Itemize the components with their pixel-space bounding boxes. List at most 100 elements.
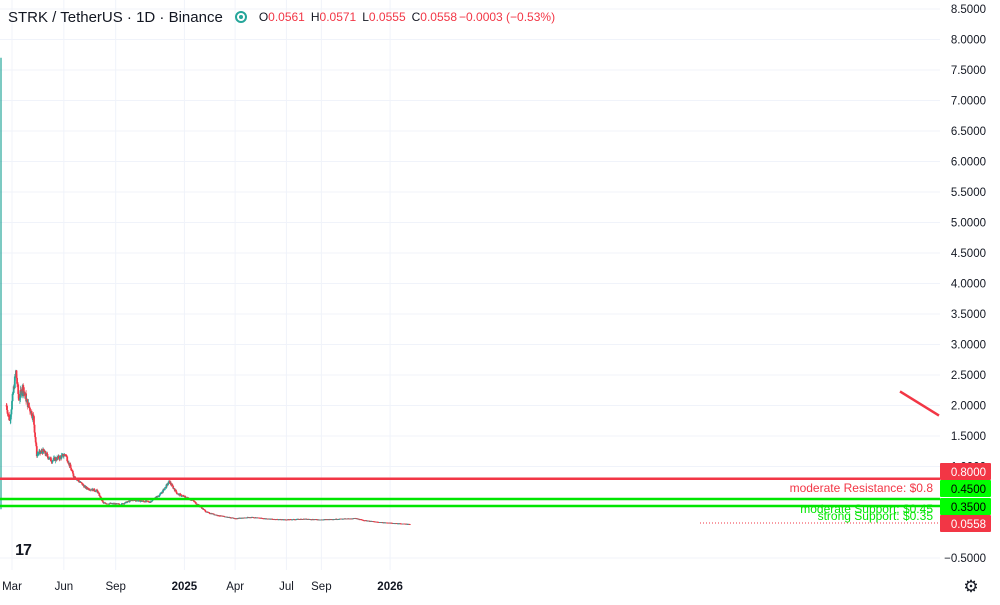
candle-body bbox=[29, 408, 31, 412]
candle-body bbox=[246, 517, 248, 519]
candle-body bbox=[81, 483, 84, 486]
tradingview-logo-icon[interactable]: 17 bbox=[15, 542, 32, 559]
candle-up bbox=[165, 484, 168, 489]
candle-body bbox=[102, 501, 105, 504]
candle-body bbox=[87, 488, 90, 490]
candle-body bbox=[126, 501, 128, 503]
price-badge-bg bbox=[940, 463, 991, 480]
candle-body bbox=[160, 493, 163, 494]
candle-body bbox=[39, 452, 42, 453]
candle-up bbox=[25, 395, 28, 403]
candle-body bbox=[368, 520, 371, 522]
candle-body bbox=[175, 491, 178, 494]
y-tick-label: 6.5000 bbox=[951, 126, 986, 138]
candle-up bbox=[38, 449, 40, 456]
candle-body bbox=[18, 397, 21, 400]
candle-body bbox=[175, 489, 177, 492]
candle-body bbox=[161, 492, 164, 494]
symbol-title[interactable]: STRK / TetherUS · 1D · Binance bbox=[8, 8, 223, 26]
candle-body bbox=[26, 399, 29, 401]
candle-body bbox=[105, 503, 108, 505]
candle-body bbox=[142, 501, 145, 502]
candle-down bbox=[8, 411, 11, 421]
candle-down bbox=[208, 511, 211, 514]
candle-body bbox=[15, 370, 18, 378]
candle-body bbox=[14, 375, 17, 377]
candle-body bbox=[64, 454, 67, 456]
candle-body bbox=[56, 457, 58, 461]
candle-body bbox=[146, 500, 149, 502]
candle-down bbox=[33, 424, 36, 434]
gear-icon[interactable]: ⚙ bbox=[963, 577, 979, 596]
x-tick-label: Mar bbox=[2, 581, 22, 593]
candle-body bbox=[96, 489, 98, 491]
candle-body bbox=[162, 490, 164, 493]
candle-body bbox=[31, 414, 34, 419]
candle-body bbox=[13, 376, 16, 388]
candle-body bbox=[37, 453, 40, 455]
candle-body bbox=[93, 488, 96, 491]
time-axis: Mar Jun Sep 2025 Apr Jul Sep 2026 bbox=[2, 581, 403, 593]
candle-up bbox=[163, 488, 166, 491]
candle-up bbox=[56, 455, 58, 461]
candle-body bbox=[34, 432, 37, 438]
candle-body bbox=[86, 486, 88, 489]
candle-body bbox=[139, 499, 141, 502]
candle-body bbox=[49, 457, 52, 461]
y-tick-label: 5.5000 bbox=[951, 187, 986, 199]
candle-body bbox=[118, 504, 121, 506]
candle-body bbox=[11, 401, 13, 410]
candle-body bbox=[21, 391, 24, 395]
x-tick-label: 2025 bbox=[172, 581, 198, 593]
price-badge-label: 0.4500 bbox=[951, 484, 986, 496]
y-tick-label: 2.5000 bbox=[951, 370, 986, 382]
price-badge: 0.3500 bbox=[940, 498, 991, 515]
y-tick-label: 3.0000 bbox=[951, 340, 986, 352]
candle-body bbox=[18, 399, 21, 401]
candle-body bbox=[62, 454, 65, 457]
candle-down bbox=[66, 459, 69, 463]
candle-down bbox=[171, 483, 174, 487]
candle-body bbox=[137, 500, 140, 502]
candle-body bbox=[60, 455, 63, 459]
candle-body bbox=[124, 502, 127, 504]
candle-body bbox=[10, 409, 13, 415]
candle-body bbox=[95, 490, 97, 492]
candle-down bbox=[72, 473, 75, 478]
candle-body bbox=[8, 414, 11, 421]
candle-body bbox=[123, 503, 126, 504]
candle-body bbox=[40, 450, 43, 453]
candle-body bbox=[51, 460, 54, 463]
candle-body bbox=[134, 500, 137, 501]
candle-down bbox=[204, 510, 207, 513]
candle-body bbox=[150, 501, 153, 502]
candle-body bbox=[184, 496, 187, 498]
open-value: O0.0561 bbox=[258, 10, 305, 24]
candle-body bbox=[142, 500, 145, 502]
candle-body bbox=[171, 484, 174, 487]
candle-down bbox=[71, 469, 74, 472]
candle-body bbox=[98, 493, 101, 496]
candle-body bbox=[22, 385, 25, 394]
candle-body bbox=[46, 453, 48, 455]
candle-up bbox=[19, 385, 22, 402]
candle-body bbox=[219, 515, 221, 517]
candle-down bbox=[176, 492, 179, 494]
candle-body bbox=[33, 416, 35, 425]
candle-down bbox=[17, 391, 20, 402]
candle-body bbox=[52, 457, 55, 460]
candle-down bbox=[65, 454, 68, 457]
y-tick-label: 6.0000 bbox=[951, 157, 986, 169]
candle-body bbox=[168, 480, 171, 484]
candle-body bbox=[8, 420, 11, 421]
candle-body bbox=[139, 500, 142, 502]
candle-body bbox=[30, 411, 33, 417]
candle-up bbox=[11, 399, 13, 411]
candle-down bbox=[96, 488, 98, 491]
candle-body bbox=[167, 481, 170, 484]
price-badge-bg bbox=[940, 480, 991, 497]
candle-body bbox=[194, 501, 197, 504]
y-tick-label: 4.0000 bbox=[951, 279, 986, 291]
